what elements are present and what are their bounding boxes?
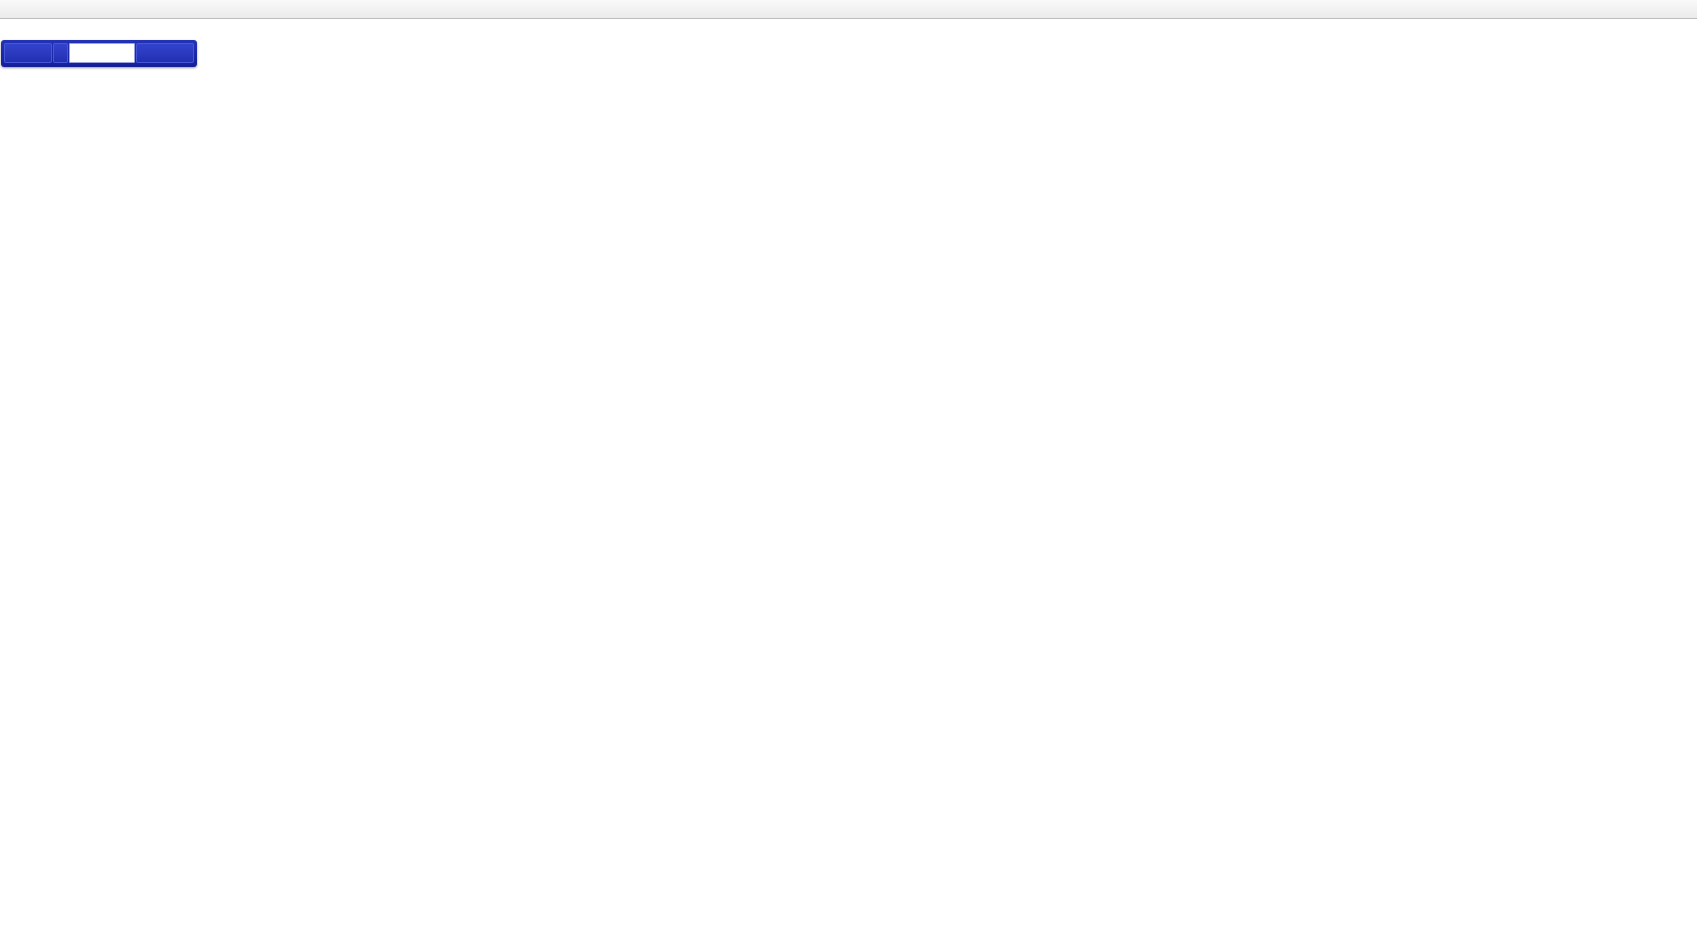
order-options-dropdown[interactable] — [53, 43, 68, 63]
volume-field[interactable] — [69, 43, 135, 63]
one-click-trading-panel — [1, 40, 197, 67]
price-chart[interactable] — [0, 19, 1697, 942]
chart-window — [0, 19, 1697, 942]
buy-button[interactable] — [136, 43, 194, 63]
chart-title — [7, 24, 19, 38]
top-toolbar — [0, 0, 1697, 19]
sell-button[interactable] — [4, 43, 52, 63]
